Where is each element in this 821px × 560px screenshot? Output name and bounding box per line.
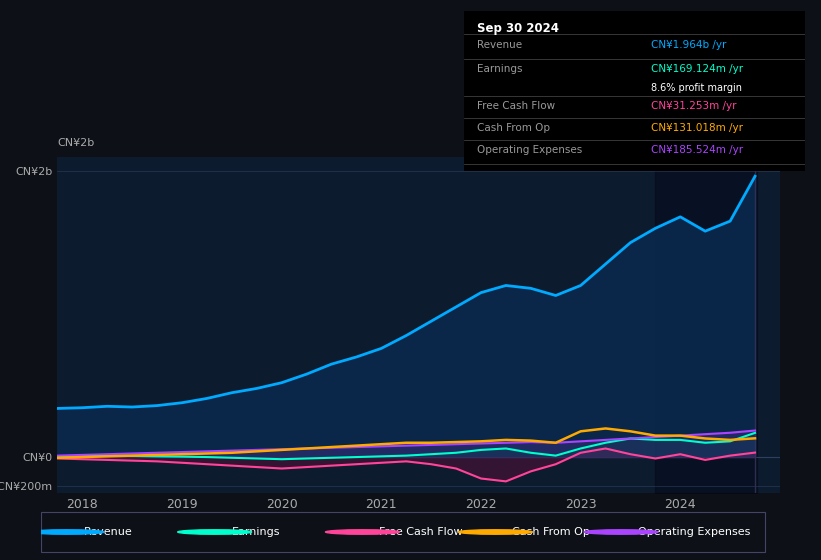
- Text: CN¥185.524m /yr: CN¥185.524m /yr: [651, 145, 743, 155]
- Circle shape: [178, 530, 251, 534]
- Text: Cash From Op: Cash From Op: [478, 123, 551, 133]
- Text: CN¥31.253m /yr: CN¥31.253m /yr: [651, 101, 736, 110]
- Text: Operating Expenses: Operating Expenses: [638, 527, 750, 537]
- Circle shape: [30, 530, 104, 534]
- Text: CN¥169.124m /yr: CN¥169.124m /yr: [651, 64, 743, 74]
- FancyBboxPatch shape: [41, 512, 765, 552]
- Text: Revenue: Revenue: [478, 40, 523, 50]
- Text: CN¥131.018m /yr: CN¥131.018m /yr: [651, 123, 743, 133]
- Text: 8.6% profit margin: 8.6% profit margin: [651, 83, 742, 93]
- Text: CN¥2b: CN¥2b: [57, 138, 94, 148]
- Text: Sep 30 2024: Sep 30 2024: [478, 22, 559, 35]
- Text: Earnings: Earnings: [232, 527, 280, 537]
- Text: Earnings: Earnings: [478, 64, 523, 74]
- Text: Operating Expenses: Operating Expenses: [478, 145, 583, 155]
- Text: CN¥1.964b /yr: CN¥1.964b /yr: [651, 40, 727, 50]
- Text: Cash From Op: Cash From Op: [512, 527, 590, 537]
- Circle shape: [585, 530, 658, 534]
- Text: Free Cash Flow: Free Cash Flow: [379, 527, 463, 537]
- Circle shape: [325, 530, 400, 534]
- Circle shape: [458, 530, 533, 534]
- Text: Free Cash Flow: Free Cash Flow: [478, 101, 556, 110]
- Text: Revenue: Revenue: [84, 527, 133, 537]
